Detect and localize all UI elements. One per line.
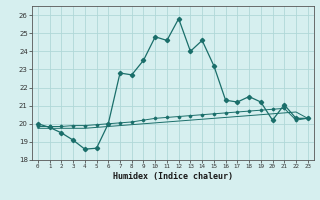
- X-axis label: Humidex (Indice chaleur): Humidex (Indice chaleur): [113, 172, 233, 181]
